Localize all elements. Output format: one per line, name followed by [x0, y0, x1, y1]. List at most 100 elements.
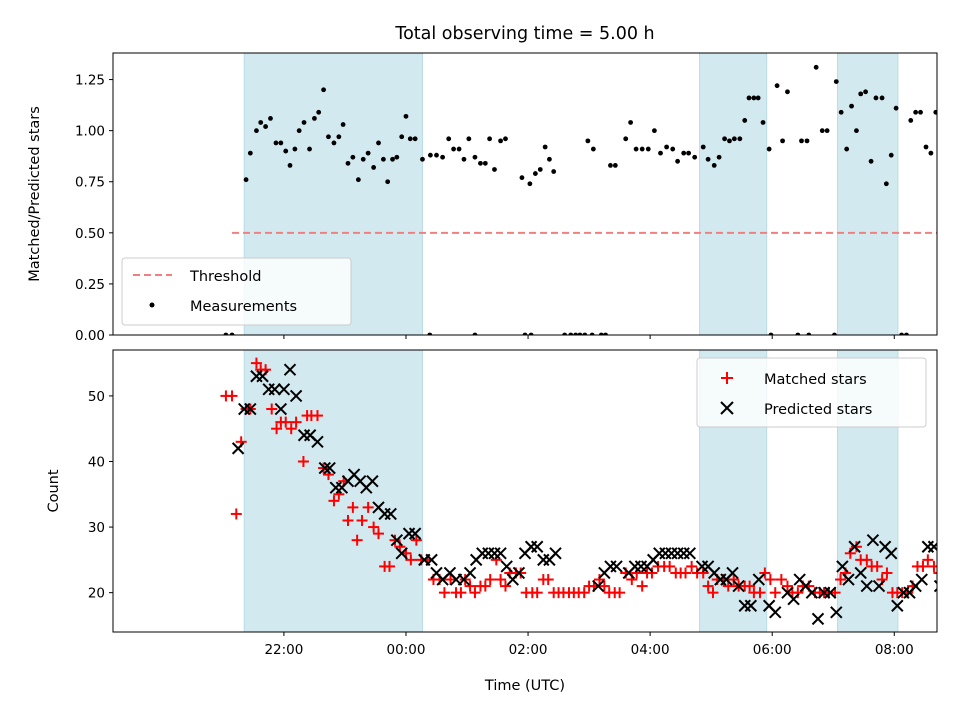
measurement-point [503, 136, 508, 142]
measurement-point [420, 156, 425, 162]
x-b [244, 402, 257, 416]
x-tick-label: 22:00 [264, 642, 303, 658]
measurement-point [722, 136, 727, 142]
measurement-point [731, 136, 737, 142]
measurement-point [675, 158, 680, 164]
top-x-ticks [283, 335, 895, 339]
matched-star-point [728, 574, 740, 586]
observing-windows-top [243, 52, 899, 336]
matched-star-point [917, 560, 929, 572]
measurement-point [838, 109, 844, 115]
predicted-star-point [744, 599, 758, 612]
measurement-point [487, 136, 492, 142]
measurement-point [628, 120, 633, 125]
predicted-star-point [366, 474, 379, 488]
measurement-point [908, 118, 914, 123]
predicted-star-point [384, 507, 397, 521]
predicted-star-point [408, 527, 422, 540]
measurement-point [472, 332, 478, 335]
measurement-point [312, 115, 317, 121]
measurement-point [598, 332, 604, 335]
matched-star-point [702, 580, 714, 592]
predicted-star-point [289, 389, 303, 403]
matched-star-point [351, 534, 363, 546]
matched-star-point [479, 580, 491, 592]
measurement-point [799, 138, 804, 144]
x-b [512, 566, 526, 580]
matched-star-point [250, 357, 262, 369]
predicted-star-point [494, 547, 507, 560]
measurement-point [766, 146, 772, 152]
x-b [323, 461, 336, 475]
matched-star-point [362, 501, 374, 513]
measurement-point [883, 181, 889, 187]
measurement-point [527, 181, 533, 187]
measurement-point [645, 146, 651, 152]
measurement-point [863, 89, 868, 95]
matched-star-point [861, 554, 873, 566]
measurement-point [742, 118, 748, 123]
matched-star-point [754, 587, 766, 599]
measurement-point [365, 150, 371, 156]
x-b [549, 547, 562, 560]
predicted-star-point [836, 560, 849, 573]
measurement-point [440, 154, 445, 160]
predicted-star-point [610, 560, 623, 573]
measurement-point [412, 136, 418, 142]
predicted-star-point [933, 579, 937, 593]
x-b [866, 533, 880, 547]
matched-star-point [769, 587, 781, 599]
matched-star-point [850, 541, 862, 553]
y-tick-label: 20 [88, 586, 105, 602]
measurement-point [868, 158, 874, 164]
measurement-point [390, 156, 395, 162]
measurement-point [904, 332, 909, 335]
measurement-point [849, 103, 854, 109]
measurement-point [832, 332, 837, 335]
matched-star-point [266, 403, 278, 415]
matched-star-point [469, 587, 481, 599]
y-tick-label: 50 [88, 389, 105, 405]
predicted-star-point [752, 573, 765, 586]
matched-star-point [598, 580, 610, 592]
measurement-point [340, 122, 346, 127]
x-b [762, 599, 776, 612]
predicted-star-point [463, 566, 477, 580]
predicted-star-point [811, 612, 825, 626]
matched-star-point [405, 554, 417, 566]
x-b [891, 599, 904, 612]
measurement-point [804, 138, 810, 144]
x-b [303, 429, 317, 442]
matched-star-point [707, 587, 719, 599]
measurement-point [577, 332, 583, 335]
x-b [781, 586, 794, 599]
measurement-point [928, 150, 934, 156]
matched-legend-marker [721, 372, 733, 384]
matched-star-point [542, 574, 554, 586]
x-a [933, 579, 937, 585]
x-b [769, 606, 782, 619]
predicted-star-point [683, 547, 697, 560]
predicted-star-point [500, 560, 513, 573]
matched-star-point [515, 567, 527, 579]
measurement-point [893, 105, 899, 111]
matched-star-point [646, 567, 658, 579]
x-b [395, 547, 408, 560]
x-b [927, 542, 937, 553]
predicted-star-point [256, 370, 269, 383]
measurement-point [780, 138, 785, 144]
matched-star-point [347, 501, 359, 513]
predicted-star-point [592, 579, 605, 593]
x-tick-label: 04:00 [631, 642, 670, 658]
measurement-point [278, 140, 284, 146]
measurement-point [582, 332, 588, 335]
matched-star-point [933, 571, 937, 574]
x-b [787, 593, 800, 606]
matched-star-point [410, 534, 422, 546]
measurement-point [623, 136, 629, 142]
measurement-point [751, 95, 757, 101]
measurement-point [307, 146, 312, 152]
x-b [836, 560, 849, 573]
measurement-point [296, 128, 302, 134]
measurement-point [407, 136, 413, 142]
